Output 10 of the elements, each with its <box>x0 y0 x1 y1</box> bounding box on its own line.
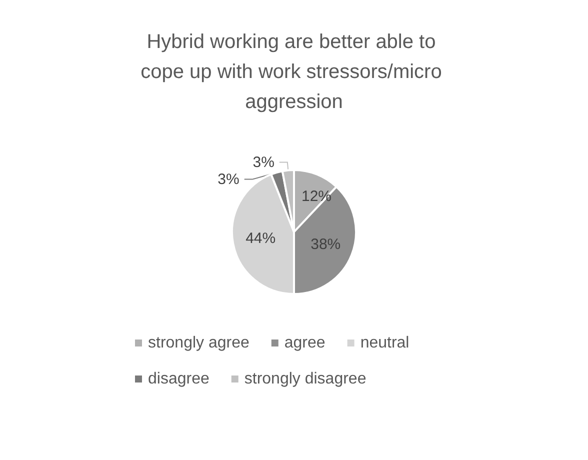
data-label: 38% <box>310 236 341 254</box>
legend-label: disagree <box>148 370 210 388</box>
data-label: 3% <box>218 170 240 188</box>
legend-label: strongly disagree <box>244 370 366 388</box>
data-label: 3% <box>252 154 274 171</box>
legend-label: agree <box>284 334 326 352</box>
chart-title: Hybrid working are better able to cope up with work stressors/micro aggression <box>140 31 448 113</box>
data-label: 44% <box>246 230 276 247</box>
legend-label: neutral <box>360 334 410 352</box>
legend-label: strongly agree <box>148 334 250 352</box>
